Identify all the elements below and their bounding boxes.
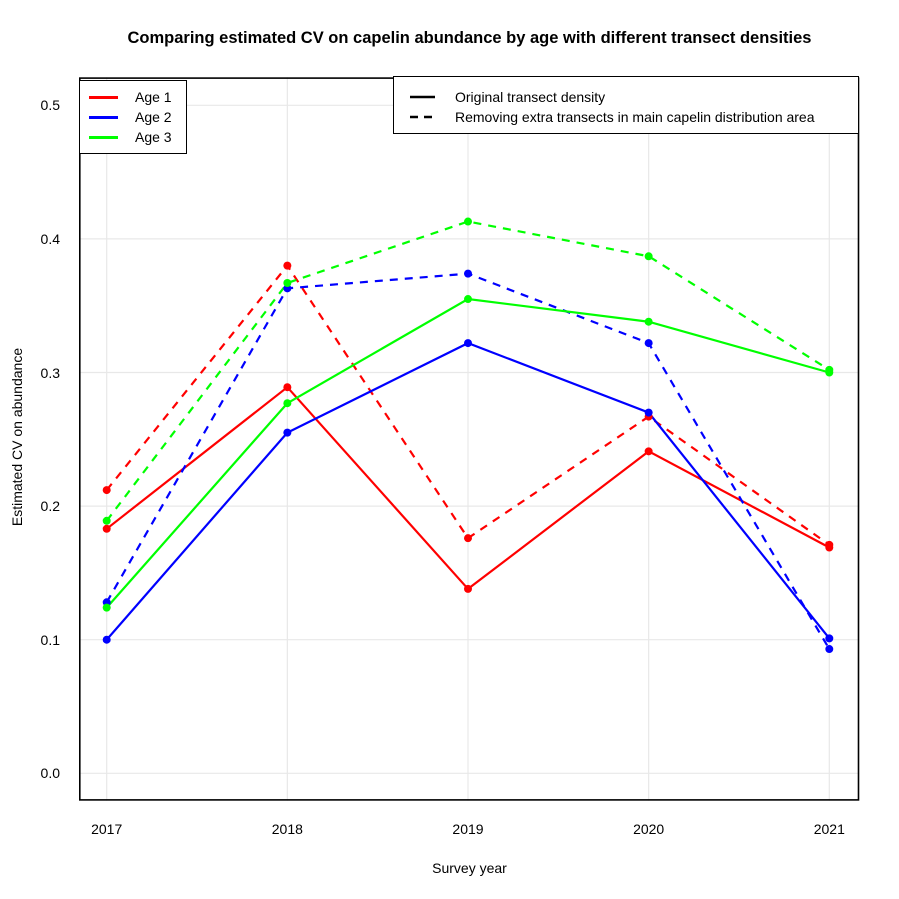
data-point [464,534,472,543]
data-point [283,261,292,270]
data-point [102,524,111,533]
dashed-line-swatch [410,115,435,119]
legend-age: Age 1 Age 2 Age 3 [79,80,187,154]
panel-border [79,77,860,801]
legend-age-item-3: Age 3 [80,127,186,147]
y-tick-label: 0.0 [40,765,60,782]
data-point [644,252,653,261]
legend-solid-label: Original transect density [455,89,606,105]
series-line-age3-dashed [105,220,830,522]
series-points-age1-dashed [102,261,834,549]
data-point [102,635,111,644]
age2-line-swatch [89,115,118,119]
legend-linetype-item-2: Removing extra transects in main capelin… [394,107,858,127]
legend-linetype: Original transect density Removing extra… [393,76,859,134]
solid-line-swatch [410,95,435,99]
series-points-age3-dashed [102,217,834,525]
legend-age3-label: Age 3 [135,129,172,145]
legend-dashed-label: Removing extra transects in main capelin… [455,109,815,125]
data-point [825,634,834,643]
data-point [825,365,834,374]
x-tick-label: 2019 [452,821,484,837]
data-point [644,317,653,326]
y-tick-label: 0.5 [40,97,60,114]
legend-linetype-item-1: Original transect density [394,87,858,107]
data-point [283,278,292,287]
data-point [825,645,834,654]
data-point [283,428,292,437]
x-tick-label: 2021 [813,821,845,837]
y-tick-label: 0.3 [40,364,60,381]
legend-age1-label: Age 1 [135,89,172,105]
series-points-age2-solid [102,339,834,644]
legend-age-item-1: Age 1 [80,87,186,107]
age3-line-swatch [89,135,118,139]
legend-age-item-2: Age 2 [80,107,186,127]
data-point [644,447,653,456]
data-point [825,540,834,549]
data-point [464,584,472,593]
data-point [283,383,292,392]
legend-age2-label: Age 2 [135,109,172,125]
x-tick-label: 2020 [633,821,665,837]
chart-title: Comparing estimated CV on capelin abunda… [127,29,812,47]
y-tick-label: 0.2 [40,498,60,515]
data-point [102,516,111,525]
age1-line-swatch [89,95,118,99]
y-tick-label: 0.4 [40,230,60,247]
data-point [464,339,472,348]
y-tick-label: 0.1 [40,631,60,648]
data-point [464,295,472,304]
data-point [464,269,472,278]
data-point [102,486,111,495]
x-axis-title: Survey year [432,860,507,876]
x-tick-label: 2018 [271,821,303,837]
data-point [283,399,292,408]
gridlines [79,77,860,801]
data-point [644,408,653,417]
data-point [464,217,472,226]
data-point [644,339,653,348]
x-tick-label: 2017 [91,821,123,837]
data-point [102,603,111,612]
